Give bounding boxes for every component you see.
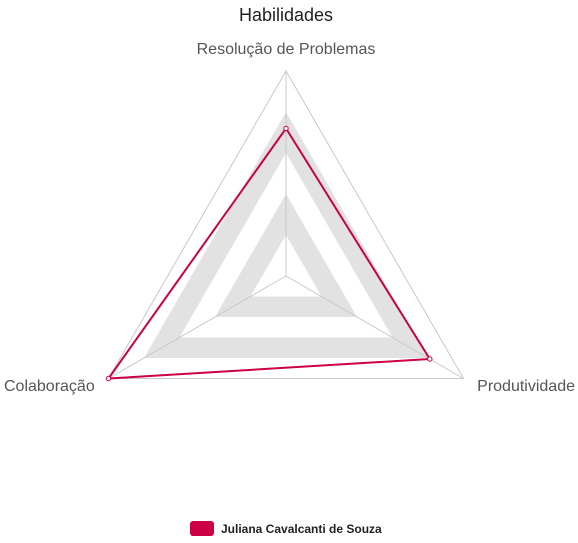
chart-title: Habilidades [239, 5, 333, 25]
axis-label-colaboracao: Colaboração [4, 378, 95, 395]
axis-spoke-2 [108, 275, 287, 379]
legend[interactable]: Juliana Cavalcanti de Souza [190, 521, 382, 536]
radar-axes [108, 71, 464, 379]
radar-series [105, 125, 433, 382]
axis-label-produtividade: Produtividade [477, 378, 575, 395]
legend-swatch [190, 521, 214, 536]
axis-label-resolucao: Resolução de Problemas [197, 41, 376, 58]
series-point-2[interactable] [105, 375, 112, 382]
series-line-0 [106, 126, 432, 380]
series-point-1[interactable] [427, 356, 433, 362]
axis-spoke-1 [285, 275, 464, 379]
series-point-0[interactable] [283, 125, 289, 132]
legend-label: Juliana Cavalcanti de Souza [221, 522, 382, 536]
